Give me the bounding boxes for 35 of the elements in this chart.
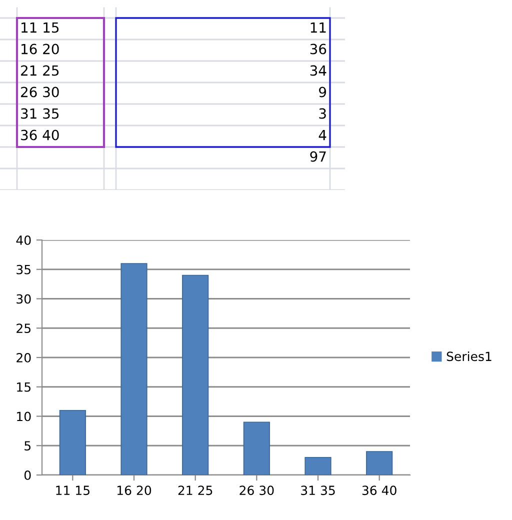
- x-tick-label: 31 35: [301, 486, 335, 496]
- category-label: 16 20: [22, 44, 59, 54]
- y-tick-label: 35: [16, 264, 30, 274]
- text: 34: [310, 65, 326, 76]
- category-label: 26 30: [21, 86, 59, 98]
- text: 11: [310, 22, 326, 33]
- y-tick-label: 5: [24, 441, 30, 451]
- y-tick-label: 25: [16, 324, 30, 334]
- text: 9: [319, 86, 326, 98]
- text: 36: [310, 44, 326, 54]
- x-tick-label: 21 25: [178, 486, 212, 496]
- bar: [304, 456, 332, 475]
- bar: [182, 274, 209, 475]
- bar: [366, 451, 393, 475]
- category-label: 21 25: [21, 65, 59, 76]
- y-tick-label: 0: [24, 470, 31, 480]
- x-tick-label: 26 30: [240, 486, 274, 496]
- category-label: 36 40: [21, 130, 59, 140]
- text: 3: [319, 108, 326, 119]
- category-label: 11 15: [22, 22, 59, 33]
- bar: [59, 410, 86, 475]
- bar: [243, 422, 270, 475]
- bar: [120, 263, 148, 475]
- text: 4: [318, 130, 326, 140]
- y-tick-label: 10: [17, 412, 31, 422]
- category-label: 31 35: [21, 108, 59, 119]
- legend-label: Series1: [446, 351, 492, 362]
- y-tick-label: 30: [16, 294, 31, 304]
- text: 97: [310, 151, 326, 162]
- x-tick-label: 16 20: [117, 486, 152, 496]
- x-tick-label: 36 40: [362, 486, 396, 496]
- y-tick-label: 15: [17, 382, 30, 392]
- y-tick-label: 40: [16, 235, 31, 245]
- x-tick-label: 11 15: [56, 486, 90, 496]
- y-tick-label: 20: [16, 352, 31, 362]
